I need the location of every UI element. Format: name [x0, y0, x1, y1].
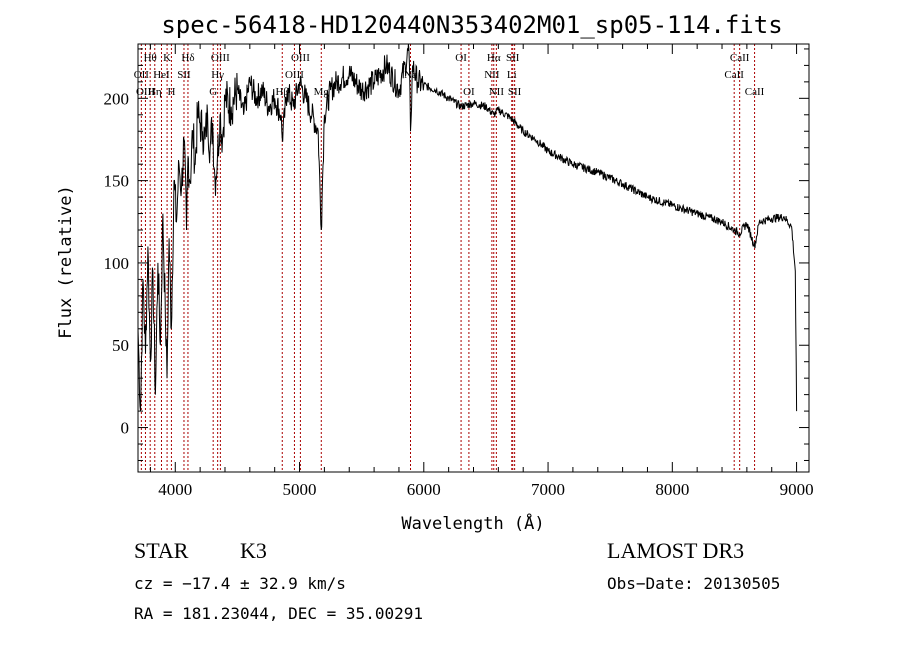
y-tick-label-0: 0 — [121, 419, 130, 438]
marker-label-21: NII — [489, 86, 505, 98]
marker-label-15: Mg — [314, 86, 330, 98]
marker-label-22: SII — [506, 52, 520, 64]
marker-label-9: OIII — [211, 52, 230, 64]
marker-label-12: Hβ — [275, 86, 289, 98]
x-tick-label-3: 7000 — [531, 480, 565, 499]
x-tick-label-0: 4000 — [158, 480, 192, 499]
marker-label-20: NII — [484, 69, 500, 81]
y-tick-label-1: 50 — [112, 336, 129, 355]
x-tick-label-1: 5000 — [283, 480, 317, 499]
chart-title: spec-56418-HD120440N353402M01_sp05-114.f… — [161, 11, 782, 39]
marker-label-16: Na — [404, 69, 417, 81]
marker-label-2: OIII — [136, 86, 155, 98]
coordinates: RA = 181.23044, DEC = 35.00291 — [134, 604, 423, 623]
marker-label-25: CaII — [730, 52, 750, 64]
axis-ticks: 4000 5000 6000 7000 8000 9000 0 50 100 150 200 — [104, 44, 814, 499]
redshift-cz: cz = −17.4 ± 32.9 km/s — [134, 574, 346, 593]
y-axis-label: Flux (relative) — [56, 185, 76, 339]
marker-label-26: CaII — [724, 69, 744, 81]
x-tick-label-4: 8000 — [655, 480, 689, 499]
survey-name: LAMOST DR3 — [607, 538, 745, 563]
marker-label-7: SII — [177, 69, 191, 81]
object-subclass: K3 — [240, 538, 267, 563]
marker-label-13: OIII — [291, 52, 310, 64]
marker-label-10: Hγ — [211, 69, 224, 81]
x-axis-label: Wavelength (Å) — [401, 512, 544, 534]
series-spectrum — [137, 43, 798, 412]
marker-label-11: G — [209, 86, 217, 98]
marker-label-14: OIII — [285, 69, 304, 81]
marker-label-1: OII — [134, 69, 150, 81]
y-tick-label-4: 200 — [104, 89, 130, 108]
marker-label-8: Hδ — [181, 52, 194, 64]
marker-label-24: SII — [508, 86, 522, 98]
object-class: STAR — [134, 538, 189, 563]
y-tick-label-3: 150 — [104, 172, 130, 191]
series-layer — [137, 43, 798, 412]
plot-frame — [137, 43, 810, 473]
marker-label-6: HeI — [153, 69, 170, 81]
x-tick-label-2: 6000 — [407, 480, 441, 499]
marker-label-18: OI — [463, 86, 475, 98]
marker-label-23: Li — [507, 69, 517, 81]
x-tick-label-5: 9000 — [780, 480, 814, 499]
line-markers — [140, 44, 756, 472]
y-tick-label-2: 100 — [104, 254, 130, 273]
observation-date: Obs−Date: 20130505 — [607, 574, 781, 593]
marker-label-4: K — [163, 52, 171, 64]
marker-label-27: CaII — [745, 86, 765, 98]
marker-label-17: OI — [455, 52, 467, 64]
marker-label-0: Hθ — [144, 52, 157, 64]
marker-label-5: H — [167, 86, 175, 98]
marker-label-19: Hα — [487, 52, 501, 64]
marker-label-3: Hη — [148, 86, 162, 98]
